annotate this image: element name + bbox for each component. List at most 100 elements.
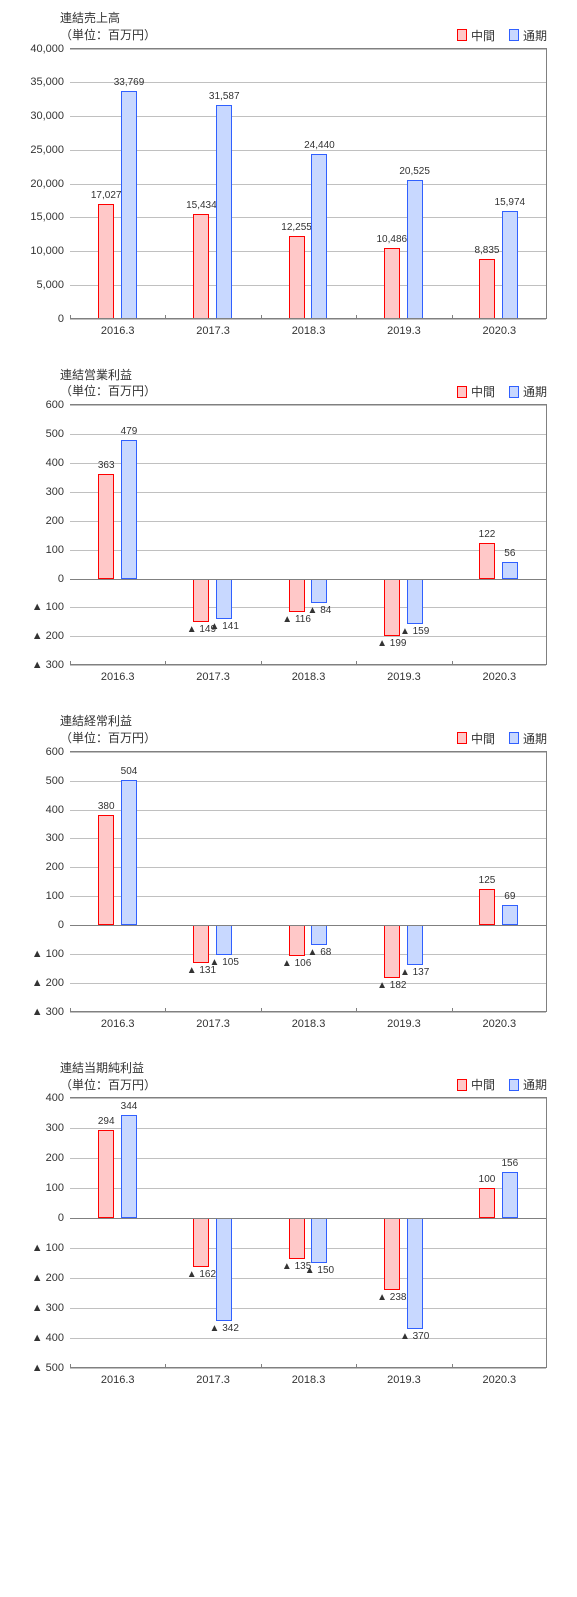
x-tickmark bbox=[356, 315, 357, 319]
chart-title: 連結営業利益（単位：百万円） bbox=[60, 367, 156, 401]
x-axis: 2016.32017.32018.32019.32020.3 bbox=[70, 664, 547, 683]
bar-label-mid: ▲ 182 bbox=[372, 980, 412, 991]
bar-full bbox=[502, 905, 518, 925]
chart-unit-text: （単位：百万円） bbox=[60, 1077, 156, 1094]
bar-mid bbox=[289, 236, 305, 319]
bar-label-full: ▲ 141 bbox=[204, 621, 244, 632]
ytick-label: 400 bbox=[46, 804, 70, 816]
legend-swatch-full bbox=[509, 386, 519, 398]
chart-title-text: 連結営業利益 bbox=[60, 367, 156, 384]
x-category-label: 2016.3 bbox=[70, 318, 165, 337]
x-axis: 2016.32017.32018.32019.32020.3 bbox=[70, 1367, 547, 1386]
bar-group: ▲ 116▲ 84 bbox=[260, 405, 355, 664]
ytick-label: ▲ 500 bbox=[32, 1362, 70, 1374]
bar-full bbox=[216, 105, 232, 318]
bar-mid bbox=[289, 1218, 305, 1259]
bar-label-full: 24,440 bbox=[299, 140, 339, 151]
legend-item-full: 通期 bbox=[509, 27, 547, 44]
x-category-label: 2017.3 bbox=[165, 664, 260, 683]
bar-label-full: 15,974 bbox=[490, 197, 530, 208]
legend-swatch-full bbox=[509, 732, 519, 744]
bar-group: 8,83515,974 bbox=[451, 49, 546, 318]
bar-full bbox=[216, 579, 232, 620]
bar-group: 363479 bbox=[70, 405, 165, 664]
plot-area: ▲ 300▲ 200▲ 1000100200300400500600380504… bbox=[70, 751, 547, 1011]
bar-mid bbox=[193, 214, 209, 318]
x-tickmark bbox=[165, 315, 166, 319]
bar-full bbox=[407, 579, 423, 625]
bar-group: ▲ 199▲ 159 bbox=[356, 405, 451, 664]
x-category-label: 2018.3 bbox=[261, 664, 356, 683]
x-tickmark bbox=[546, 1364, 547, 1368]
bar-full bbox=[502, 562, 518, 578]
bar-mid bbox=[479, 1188, 495, 1218]
ytick-label: ▲ 100 bbox=[32, 1242, 70, 1254]
ytick-label: 100 bbox=[46, 890, 70, 902]
x-category-label: 2018.3 bbox=[261, 1367, 356, 1386]
bar-full bbox=[311, 1218, 327, 1263]
legend-label-full: 通期 bbox=[523, 27, 547, 44]
x-category-label: 2020.3 bbox=[452, 318, 547, 337]
bar-mid bbox=[98, 474, 114, 579]
ytick-label: ▲ 200 bbox=[32, 1272, 70, 1284]
x-category-label: 2016.3 bbox=[70, 1367, 165, 1386]
x-tickmark bbox=[356, 1364, 357, 1368]
ytick-label: 0 bbox=[58, 313, 70, 325]
bar-mid bbox=[384, 248, 400, 319]
bar-group: ▲ 131▲ 105 bbox=[165, 752, 260, 1011]
x-category-label: 2019.3 bbox=[356, 1367, 451, 1386]
x-tickmark bbox=[261, 315, 262, 319]
legend-item-full: 通期 bbox=[509, 1076, 547, 1093]
x-tickmark bbox=[356, 1008, 357, 1012]
bar-full bbox=[216, 925, 232, 955]
bar-label-mid: ▲ 199 bbox=[372, 638, 412, 649]
zero-line bbox=[70, 925, 546, 926]
bars-layer: 17,02733,76915,43431,58712,25524,44010,4… bbox=[70, 49, 546, 318]
chart-unit-text: （単位：百万円） bbox=[60, 730, 156, 747]
bar-label-full: ▲ 137 bbox=[395, 967, 435, 978]
ytick-label: 0 bbox=[58, 573, 70, 585]
plot-area: 05,00010,00015,00020,00025,00030,00035,0… bbox=[70, 48, 547, 318]
bar-label-full: 479 bbox=[109, 426, 149, 437]
ytick-label: 500 bbox=[46, 428, 70, 440]
ytick-label: ▲ 100 bbox=[32, 601, 70, 613]
bar-full bbox=[121, 780, 137, 926]
bar-mid bbox=[384, 1218, 400, 1289]
ytick-label: 200 bbox=[46, 515, 70, 527]
bar-group: 10,48620,525 bbox=[356, 49, 451, 318]
chart-unit-text: （単位：百万円） bbox=[60, 27, 156, 44]
x-axis: 2016.32017.32018.32019.32020.3 bbox=[70, 318, 547, 337]
bars-layer: 363479▲ 149▲ 141▲ 116▲ 84▲ 199▲ 15912256 bbox=[70, 405, 546, 664]
ytick-label: ▲ 300 bbox=[32, 1302, 70, 1314]
x-tickmark bbox=[261, 1364, 262, 1368]
bar-full bbox=[121, 1115, 137, 1218]
zero-line bbox=[70, 1218, 546, 1219]
x-tickmark bbox=[356, 661, 357, 665]
chart-3: 連結当期純利益（単位：百万円）中間通期▲ 500▲ 400▲ 300▲ 200▲… bbox=[10, 1060, 567, 1387]
ytick-label: ▲ 200 bbox=[32, 977, 70, 989]
legend: 中間通期 bbox=[457, 730, 547, 747]
ytick-label: 200 bbox=[46, 861, 70, 873]
bar-full bbox=[311, 925, 327, 945]
legend-label-mid: 中間 bbox=[471, 27, 495, 44]
bar-label-full: 33,769 bbox=[109, 77, 149, 88]
bar-group: 12569 bbox=[451, 752, 546, 1011]
bar-label-full: ▲ 342 bbox=[204, 1323, 244, 1334]
chart-title: 連結経常利益（単位：百万円） bbox=[60, 713, 156, 747]
x-category-label: 2020.3 bbox=[452, 1011, 547, 1030]
chart-title: 連結売上高（単位：百万円） bbox=[60, 10, 156, 44]
plot-area: ▲ 500▲ 400▲ 300▲ 200▲ 100010020030040029… bbox=[70, 1097, 547, 1367]
legend: 中間通期 bbox=[457, 383, 547, 400]
bar-group: ▲ 149▲ 141 bbox=[165, 405, 260, 664]
ytick-label: ▲ 100 bbox=[32, 948, 70, 960]
ytick-label: 500 bbox=[46, 775, 70, 787]
bar-full bbox=[121, 91, 137, 319]
bar-group: ▲ 182 ▲ 137 bbox=[356, 752, 451, 1011]
ytick-label: 300 bbox=[46, 1122, 70, 1134]
bar-label-full: 156 bbox=[490, 1158, 530, 1169]
legend-swatch-mid bbox=[457, 732, 467, 744]
x-tickmark bbox=[261, 1008, 262, 1012]
bar-full bbox=[311, 579, 327, 603]
x-category-label: 2017.3 bbox=[165, 318, 260, 337]
ytick-label: 40,000 bbox=[30, 43, 70, 55]
